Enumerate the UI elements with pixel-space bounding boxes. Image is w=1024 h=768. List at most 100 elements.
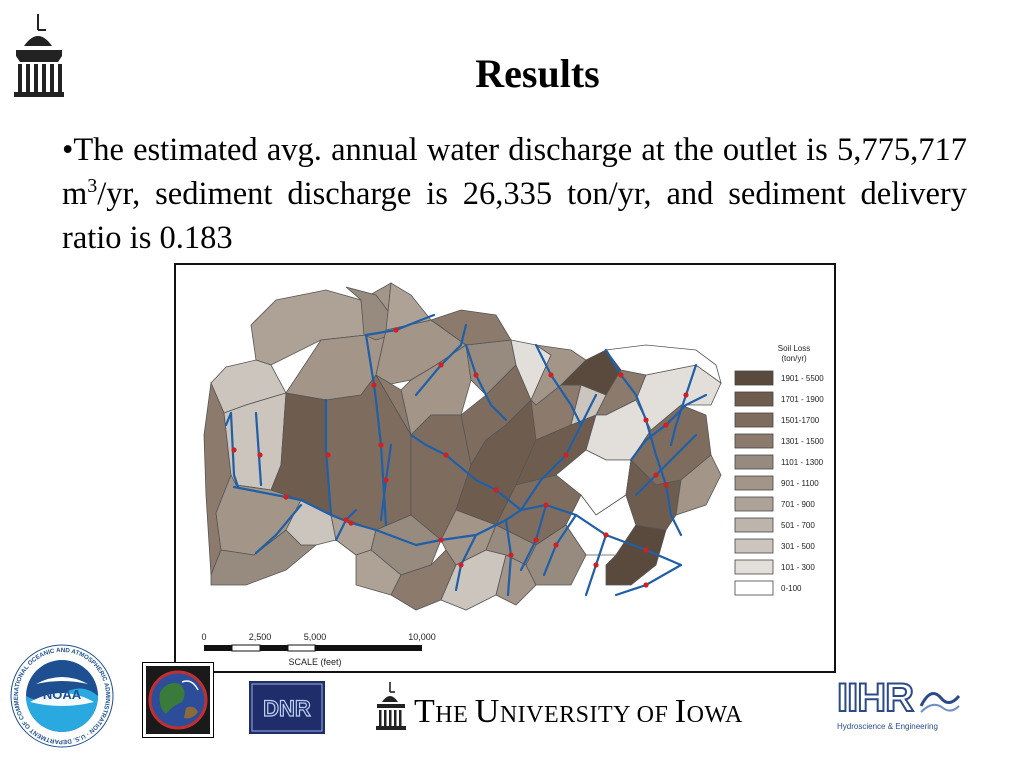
text-part1: The estimated avg. annual water discharg… bbox=[62, 132, 967, 212]
flow-arrow bbox=[438, 362, 444, 368]
dnr-logo: DNR bbox=[249, 681, 325, 734]
bullet-text: •The estimated avg. annual water dischar… bbox=[62, 128, 967, 260]
flow-arrow bbox=[663, 422, 669, 428]
subbasin bbox=[495, 554, 537, 606]
stream bbox=[254, 411, 263, 487]
subbasin bbox=[385, 282, 432, 331]
subbasin bbox=[345, 286, 392, 341]
noaa-text: NOAA bbox=[43, 687, 82, 702]
flow-arrow bbox=[543, 502, 549, 508]
flow-arrow bbox=[257, 452, 263, 458]
flow-arrow bbox=[383, 477, 389, 483]
old-capitol-logo bbox=[10, 12, 68, 100]
flow-arrow bbox=[231, 447, 237, 453]
stream bbox=[634, 433, 698, 497]
stream bbox=[364, 333, 388, 527]
stream bbox=[414, 323, 468, 397]
footer-logos: NATIONAL OCEANIC AND ATMOSPHERIC ADMINIS… bbox=[0, 639, 1024, 768]
flow-arrow bbox=[548, 372, 554, 378]
old-capitol-icon bbox=[376, 682, 406, 730]
flow-arrow bbox=[393, 327, 399, 333]
noaa-logo: NATIONAL OCEANIC AND ATMOSPHERIC ADMINIS… bbox=[8, 639, 114, 748]
flow-arrow bbox=[563, 452, 569, 458]
flow-arrow bbox=[653, 472, 659, 478]
cubic-superscript: 3 bbox=[87, 175, 98, 198]
stream bbox=[224, 411, 233, 427]
scale-segment bbox=[315, 645, 422, 651]
flow-arrow bbox=[283, 494, 289, 500]
flow-arrow bbox=[603, 532, 609, 538]
wordmark-owa: OWA bbox=[686, 702, 743, 728]
flow-arrow bbox=[593, 562, 599, 568]
legend-items: 1901 - 5500 1701 - 1900 1501-1700 1301 - 15… bbox=[734, 370, 824, 596]
scale-label: SCALE (feet) bbox=[288, 657, 341, 667]
legend-swatch bbox=[734, 475, 774, 491]
globe-logo bbox=[141, 661, 215, 739]
stream bbox=[254, 503, 303, 555]
legend-label: 701 - 900 bbox=[781, 500, 815, 509]
legend-label: 1701 - 1900 bbox=[781, 395, 824, 404]
flow-arrow bbox=[473, 372, 479, 378]
stream bbox=[464, 343, 508, 422]
stream bbox=[324, 398, 333, 517]
stream bbox=[409, 433, 523, 512]
flow-arrow bbox=[663, 482, 669, 488]
scale-tick-5000: 5,000 bbox=[304, 632, 327, 642]
legend-swatch bbox=[734, 370, 774, 386]
subbasin bbox=[675, 454, 722, 516]
flow-arrows bbox=[231, 327, 689, 588]
subbasin bbox=[210, 529, 318, 586]
wordmark-he: HE bbox=[435, 702, 475, 728]
iihr-subtitle: Hydroscience & Engineering bbox=[837, 722, 938, 731]
legend-label: 0-100 bbox=[781, 584, 802, 593]
stream bbox=[229, 411, 240, 489]
legend: Soil Loss (ton/yr) 1901 - 5500 1701 - 190… bbox=[734, 344, 824, 596]
legend-swatch bbox=[734, 391, 774, 407]
wordmark-niversity: NIVERSITY OF bbox=[499, 702, 675, 728]
flow-arrow bbox=[508, 552, 514, 558]
flow-arrow bbox=[533, 537, 539, 543]
wordmark-I: I bbox=[674, 693, 687, 730]
stream bbox=[534, 343, 583, 427]
dnr-badge-icon: DNR bbox=[249, 681, 325, 734]
subbasin bbox=[525, 524, 587, 586]
flow-arrow bbox=[618, 372, 624, 378]
flow-arrow bbox=[493, 487, 499, 493]
subbasin bbox=[605, 344, 722, 384]
noaa-emblem-icon: NATIONAL OCEANIC AND ATMOSPHERIC ADMINIS… bbox=[8, 639, 114, 748]
subbasin bbox=[430, 309, 512, 346]
bullet-prefix: • bbox=[62, 132, 74, 168]
legend-label: 1901 - 5500 bbox=[781, 374, 824, 383]
scale-tick-2500: 2,500 bbox=[249, 632, 272, 642]
flow-arrow bbox=[438, 537, 444, 543]
university-of-iowa-wordmark: THE UNIVERSITY OF IOWA bbox=[414, 692, 743, 735]
iihr-logo: IIHR Hydroscience & Engineering bbox=[836, 676, 961, 734]
legend-label: 101 - 300 bbox=[781, 563, 815, 572]
legend-title-line2: (ton/yr) bbox=[781, 354, 807, 363]
legend-swatch bbox=[734, 538, 774, 554]
legend-label: 1501-1700 bbox=[781, 416, 820, 425]
legend-label: 501 - 700 bbox=[781, 521, 815, 530]
wordmark-U: U bbox=[474, 693, 500, 730]
subbasin bbox=[375, 374, 412, 436]
legend-swatch bbox=[734, 454, 774, 470]
legend-label: 301 - 500 bbox=[781, 542, 815, 551]
flow-arrow bbox=[371, 382, 377, 388]
slide-title: Results bbox=[475, 51, 600, 96]
flow-arrow bbox=[443, 452, 449, 458]
scale-segment bbox=[204, 645, 232, 651]
scale-tick-0: 0 bbox=[201, 632, 206, 642]
legend-label: 901 - 1100 bbox=[781, 479, 819, 488]
wordmark-T: T bbox=[414, 693, 436, 730]
legend-swatch bbox=[734, 433, 774, 449]
legend-swatch bbox=[734, 559, 774, 575]
flow-arrow bbox=[458, 562, 464, 568]
wave-icon bbox=[919, 692, 961, 713]
flow-arrow bbox=[643, 547, 649, 553]
subbasin bbox=[355, 549, 402, 596]
flow-arrow bbox=[643, 417, 649, 423]
flow-arrow bbox=[683, 392, 689, 398]
iihr-text: IIHR bbox=[836, 676, 915, 720]
flow-arrow bbox=[348, 520, 354, 526]
legend-swatch bbox=[734, 412, 774, 428]
